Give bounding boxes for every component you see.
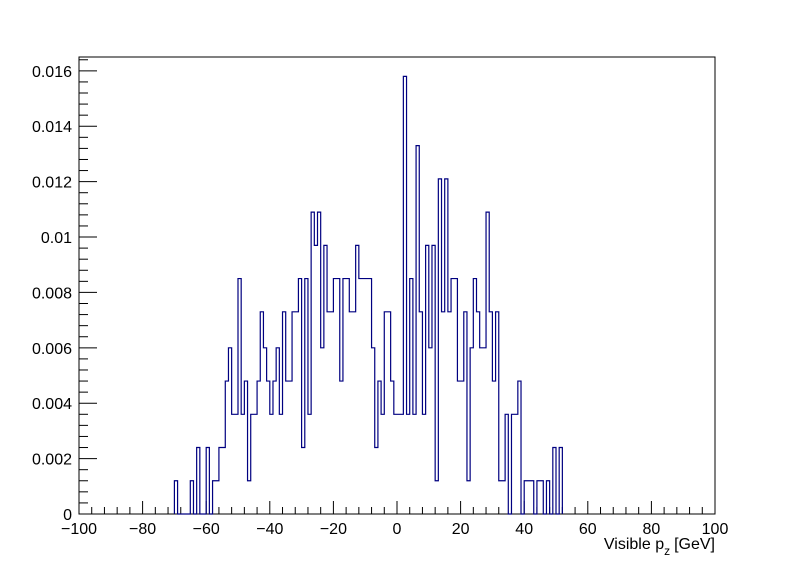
y-tick-label: 0.012 [32,175,72,192]
x-tick-label: 40 [515,521,533,538]
x-tick-label: −20 [320,521,347,538]
y-tick-label: 0.006 [32,341,72,358]
x-axis-title: Visible pz [GeV] [604,536,715,558]
x-tick-label: −100 [61,521,97,538]
x-tick-label: 0 [393,521,402,538]
x-axis: −100 −80 −60 −40 −20 0 20 40 60 80 100 [61,501,728,538]
x-tick-label: −60 [193,521,220,538]
y-tick-label: 0.014 [32,119,72,136]
x-tick-label: 80 [643,521,661,538]
y-tick-label: 0.002 [32,452,72,469]
x-tick-label: 60 [579,521,597,538]
y-tick-label: 0 [63,507,72,524]
x-axis-title-unit: [GeV] [674,536,715,553]
x-axis-title-sub: z [664,544,670,558]
x-tick-label: 20 [452,521,470,538]
x-tick-label: −40 [256,521,283,538]
frame [78,56,716,515]
x-tick-label: −80 [129,521,156,538]
y-tick-label: 0.01 [41,230,72,247]
x-tick-label: 100 [702,521,729,538]
x-axis-title-main: Visible p [604,536,664,553]
y-tick-label: 0.016 [32,64,72,81]
histogram-series-line [173,75,563,515]
y-axis: 0 0.002 0.004 0.006 0.008 0.01 0.012 0.014 0.016 [32,59,97,524]
y-tick-label: 0.008 [32,285,72,302]
y-tick-label: 0.004 [32,396,72,413]
